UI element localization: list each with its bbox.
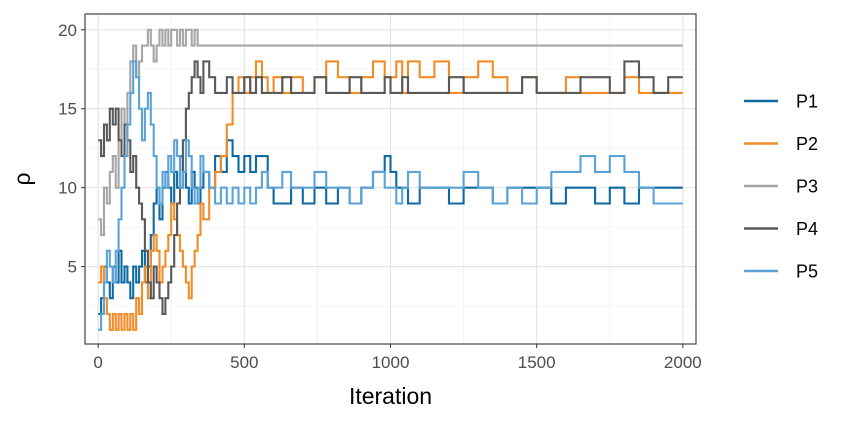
x-tick-label: 0 (93, 353, 102, 372)
y-tick-label: 10 (58, 179, 77, 198)
series-lines (98, 28, 683, 331)
x-tick-label: 1500 (518, 353, 556, 372)
x-axis-title: Iteration (349, 383, 432, 409)
y-tick-label: 20 (58, 21, 77, 40)
series-line-p4 (98, 60, 683, 316)
y-tick-label: 5 (68, 258, 77, 277)
legend-label-p2: P2 (796, 134, 818, 154)
y-axis-title: ρ (9, 172, 35, 185)
x-tick-label: 1000 (372, 353, 410, 372)
series-line-p2 (98, 60, 683, 331)
x-axis: 0 500 1000 1500 2000 (93, 344, 702, 372)
y-axis: 5 10 15 20 (58, 21, 85, 277)
legend-label-p3: P3 (796, 177, 818, 197)
legend: P1 P2 P3 P4 P5 (744, 92, 818, 282)
legend-label-p4: P4 (796, 219, 818, 239)
x-tick-label: 500 (230, 353, 258, 372)
series-line-p5 (98, 60, 683, 331)
y-tick-label: 15 (58, 100, 77, 119)
legend-label-p1: P1 (796, 92, 818, 112)
x-tick-label: 2000 (664, 353, 702, 372)
legend-label-p5: P5 (796, 262, 818, 282)
